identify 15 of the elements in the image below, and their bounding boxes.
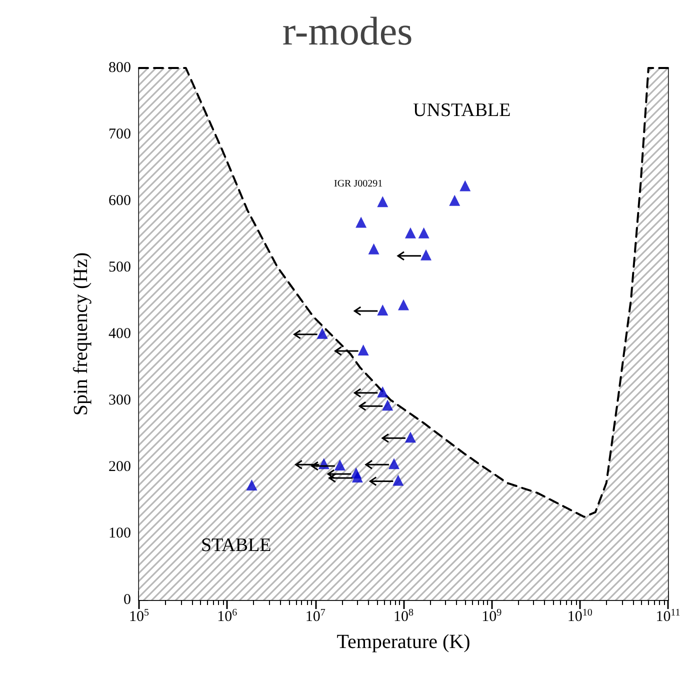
y-tick-label: 300 <box>108 392 131 408</box>
y-tick-label: 800 <box>108 60 131 76</box>
y-tick-label: 500 <box>108 260 131 276</box>
annotation: UNSTABLE <box>413 100 511 121</box>
y-tick-label: 400 <box>108 326 131 342</box>
y-tick-label: 700 <box>108 126 131 142</box>
y-tick-label: 0 <box>124 592 131 608</box>
x-axis-title: Temperature (K) <box>336 631 470 653</box>
y-tick-label: 600 <box>108 193 131 209</box>
annotation: STABLE <box>201 535 272 556</box>
y-tick-label: 100 <box>108 526 131 542</box>
y-tick-label: 200 <box>108 459 131 475</box>
chart-title: r-modes <box>282 8 413 54</box>
y-axis-title: Spin frequency (Hz) <box>70 252 92 416</box>
annotation: IGR J00291 <box>334 178 383 190</box>
